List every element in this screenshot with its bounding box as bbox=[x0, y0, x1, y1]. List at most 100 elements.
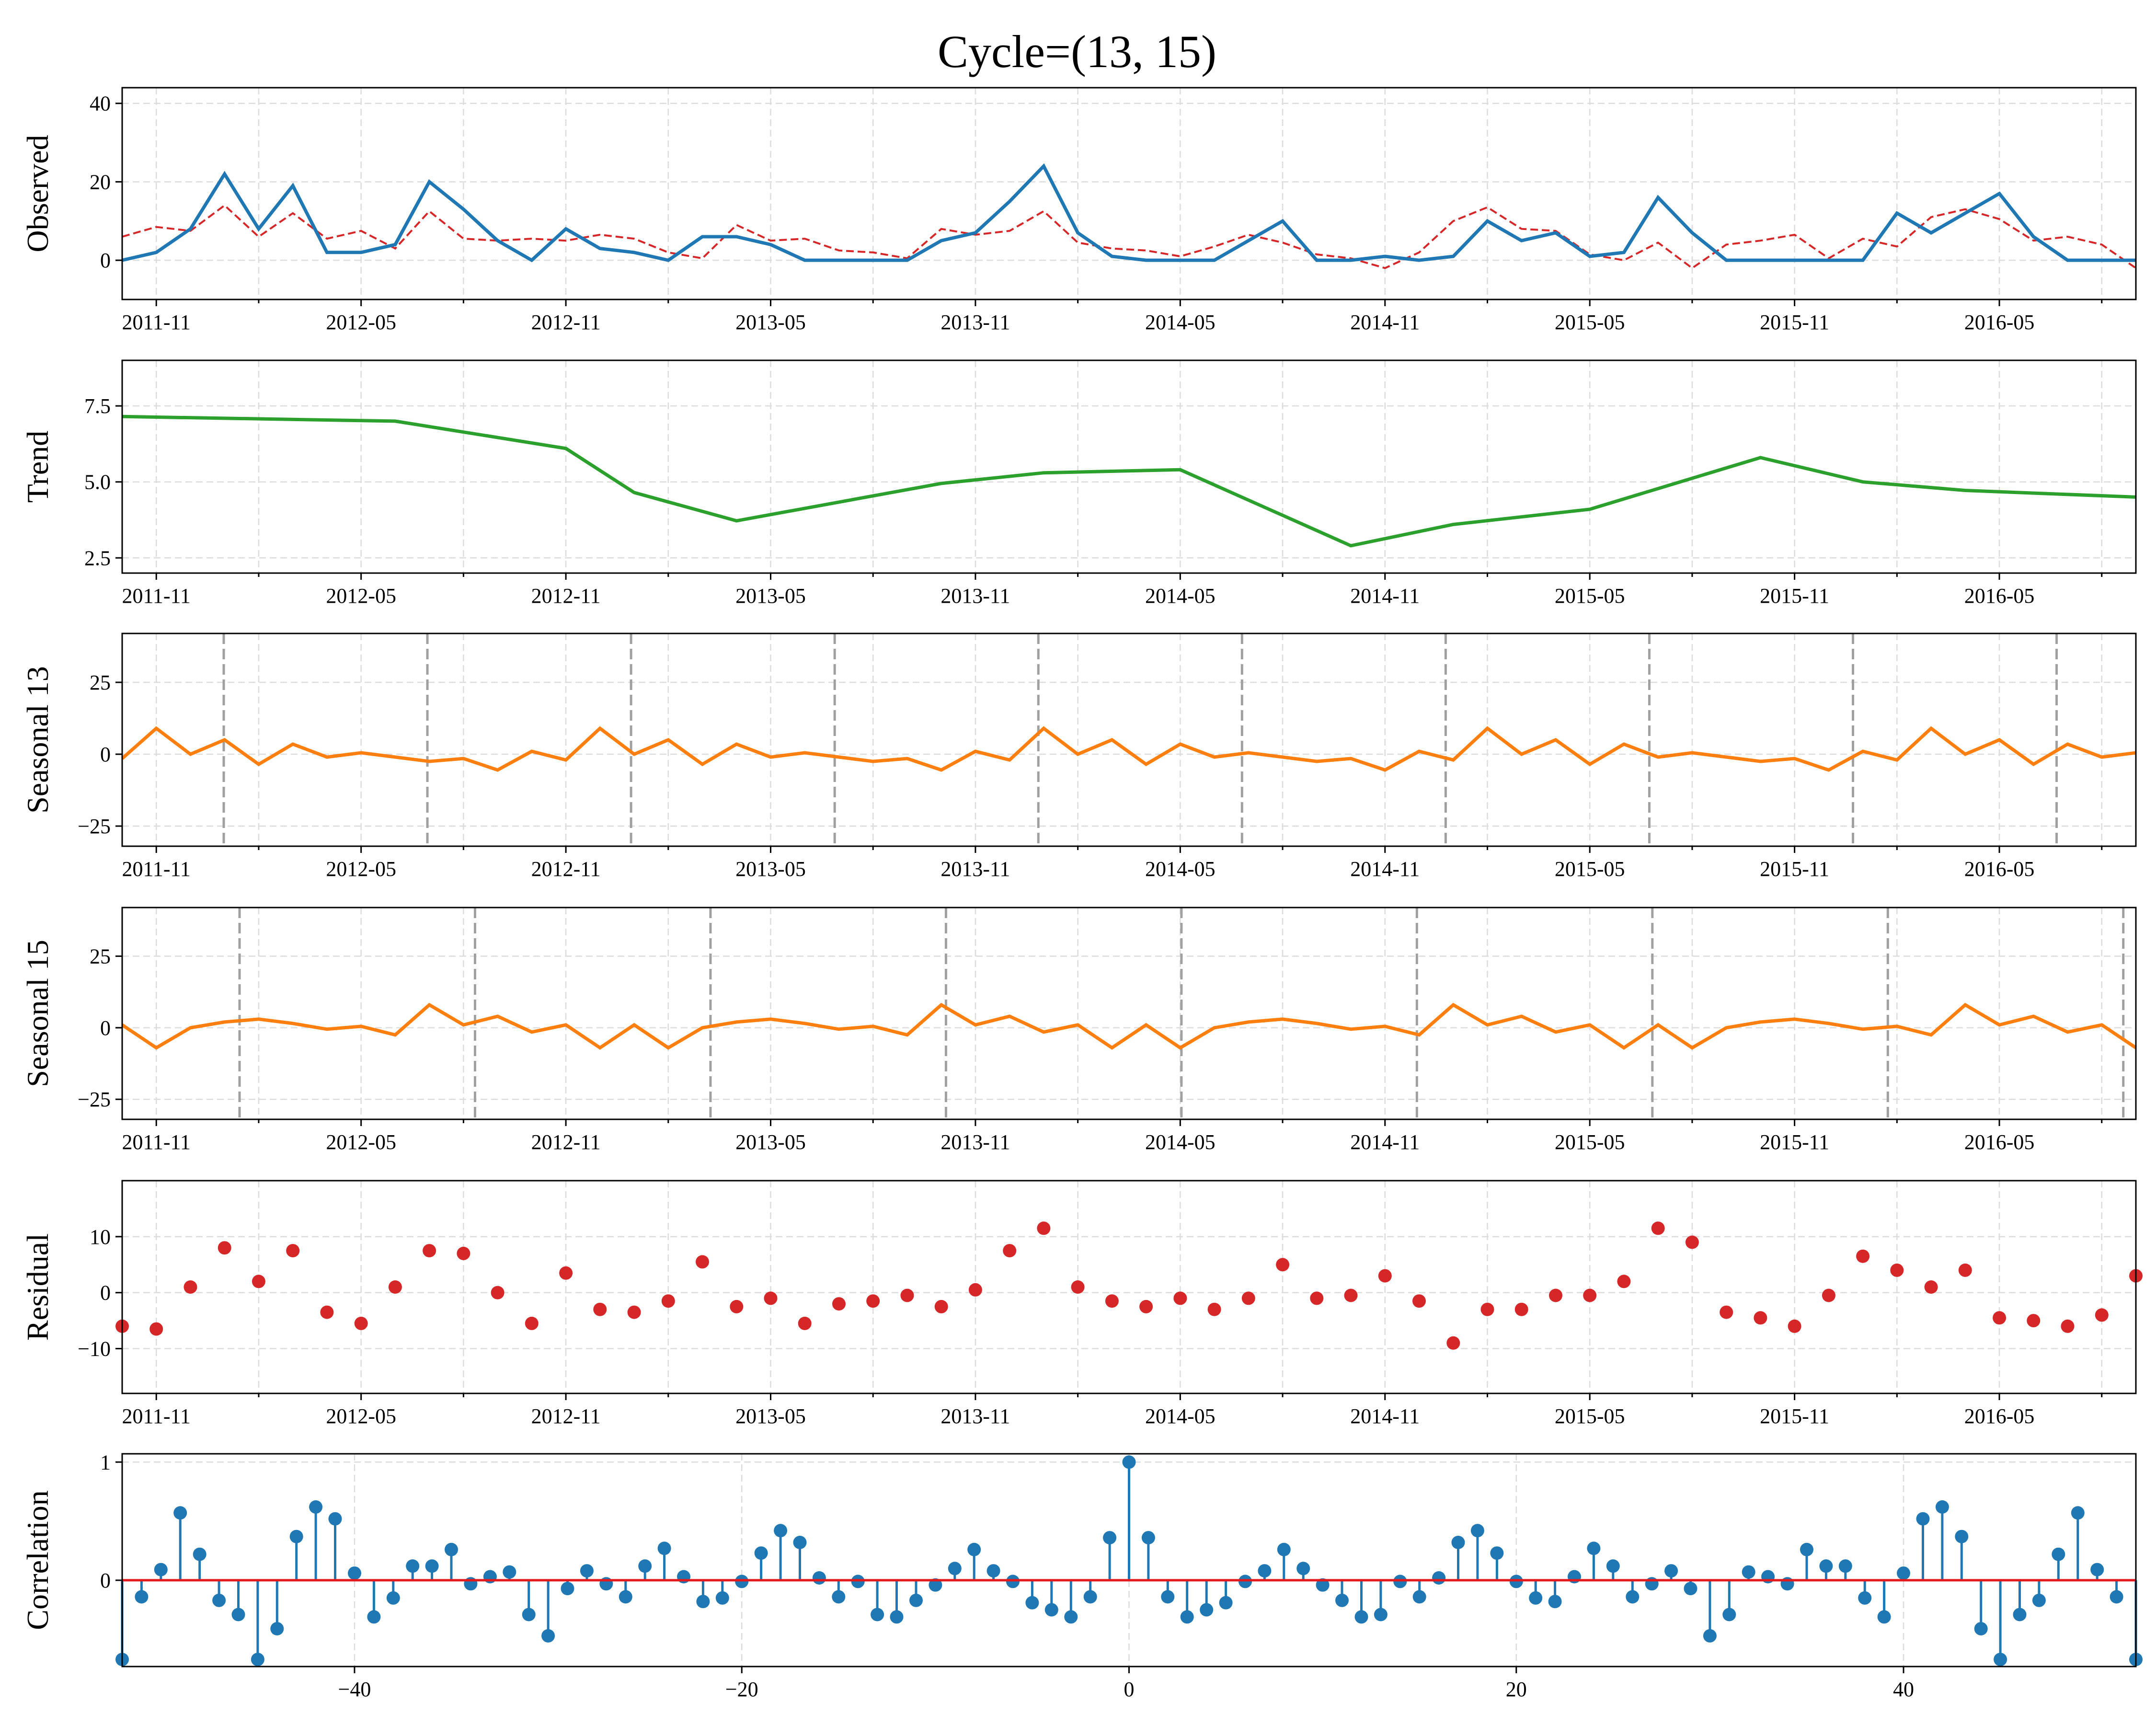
residual-point bbox=[1241, 1291, 1255, 1305]
panel-trend: 2011-11 2012-05 2012-11 2013-05 2013-11 2014-… bbox=[21, 359, 2137, 608]
x-tick-label: 2013-05 bbox=[735, 584, 806, 608]
panel-residual: 2011-11 2012-05 2012-11 2013-05 2013-11 2014-… bbox=[21, 1180, 2143, 1428]
x-tick-label: 2015-05 bbox=[1555, 857, 1625, 881]
y-tick-label: 0 bbox=[100, 249, 111, 272]
residual-point bbox=[730, 1300, 744, 1313]
x-tick-label: 2015-11 bbox=[1760, 584, 1829, 608]
residual-point bbox=[1344, 1288, 1358, 1302]
x-tick-label: 2013-05 bbox=[735, 310, 806, 334]
y-tick-label: 25 bbox=[90, 671, 111, 694]
stem-marker bbox=[580, 1564, 594, 1578]
stem-marker bbox=[1664, 1564, 1678, 1578]
stem-marker bbox=[929, 1578, 942, 1592]
plot-area bbox=[121, 908, 2137, 1119]
residual-point bbox=[968, 1283, 982, 1297]
residual-point bbox=[1583, 1288, 1597, 1302]
y-axis-label: Observed bbox=[21, 135, 55, 252]
stem-marker bbox=[2052, 1547, 2065, 1561]
stem-marker bbox=[445, 1542, 458, 1556]
residual-point bbox=[1617, 1275, 1631, 1288]
x-tick-label: 2014-05 bbox=[1145, 584, 1216, 608]
x-tick-label: 2016-05 bbox=[1964, 584, 2035, 608]
stem-marker bbox=[657, 1541, 671, 1555]
residual-point bbox=[1856, 1249, 1870, 1263]
grid bbox=[122, 908, 2136, 1119]
residual-point bbox=[661, 1294, 675, 1308]
stem-marker bbox=[1916, 1512, 1930, 1526]
residual-point bbox=[354, 1316, 368, 1330]
residual-point bbox=[593, 1302, 607, 1316]
y-tick-label: 0 bbox=[100, 743, 111, 766]
grid bbox=[122, 633, 2136, 846]
stem-marker bbox=[251, 1653, 264, 1667]
stem-marker bbox=[619, 1590, 632, 1604]
stem-marker bbox=[1200, 1603, 1214, 1617]
stem-marker bbox=[541, 1629, 555, 1643]
stem-marker bbox=[774, 1524, 788, 1538]
stem-marker bbox=[1897, 1566, 1910, 1580]
stem-marker bbox=[289, 1530, 303, 1543]
residual-point bbox=[1514, 1302, 1528, 1316]
x-tick-label: 2011-11 bbox=[122, 310, 191, 334]
x-tick-label: 2013-11 bbox=[940, 1404, 1010, 1428]
stem-marker bbox=[1374, 1608, 1388, 1622]
stem-marker bbox=[1044, 1603, 1058, 1617]
stem-marker bbox=[231, 1608, 245, 1622]
x-tick-label: 2014-11 bbox=[1350, 584, 1420, 608]
residual-point bbox=[866, 1294, 880, 1308]
stem-marker bbox=[1800, 1542, 1813, 1556]
stem-marker bbox=[1412, 1590, 1426, 1604]
stem-marker bbox=[812, 1571, 826, 1585]
x-tick-label: 2011-11 bbox=[122, 1130, 191, 1154]
stem-marker bbox=[1025, 1596, 1039, 1610]
x-tick-label: 2012-11 bbox=[531, 1404, 601, 1428]
x-tick-label: 2011-11 bbox=[122, 1404, 191, 1428]
stem-marker bbox=[715, 1591, 729, 1605]
residual-point bbox=[1276, 1258, 1290, 1272]
stem-marker bbox=[1858, 1591, 1872, 1605]
x-tick-label: 2012-11 bbox=[531, 584, 601, 608]
stem-marker bbox=[193, 1547, 206, 1561]
x-tick-label: 2015-05 bbox=[1555, 1404, 1625, 1428]
residual-point bbox=[1139, 1300, 1153, 1313]
stem-marker bbox=[696, 1595, 710, 1609]
x-tick-label: 2011-11 bbox=[122, 584, 191, 608]
residual-point bbox=[149, 1322, 163, 1336]
residual-point bbox=[1924, 1280, 1938, 1294]
stem-marker bbox=[1354, 1610, 1368, 1624]
residual-point bbox=[1446, 1336, 1460, 1350]
stem-marker bbox=[1451, 1536, 1465, 1549]
stem-marker bbox=[173, 1506, 187, 1520]
residual-point bbox=[1207, 1302, 1221, 1316]
residual-point bbox=[1105, 1294, 1119, 1308]
stem-marker bbox=[1703, 1629, 1717, 1643]
residual-point bbox=[286, 1244, 300, 1258]
residual-point bbox=[900, 1288, 914, 1302]
stem-marker bbox=[2032, 1593, 2046, 1607]
stem-marker bbox=[1587, 1541, 1601, 1555]
x-tick-label: 2016-05 bbox=[1964, 857, 2035, 881]
residual-point bbox=[423, 1244, 436, 1258]
residual-point bbox=[457, 1246, 470, 1260]
residual-point bbox=[934, 1300, 948, 1313]
x-tick-label: 2014-05 bbox=[1145, 1404, 1216, 1428]
figure-title: Cycle=(13, 15) bbox=[938, 26, 1216, 77]
y-tick-label: 0 bbox=[100, 1569, 111, 1592]
x-tick-label: 2014-11 bbox=[1350, 857, 1420, 881]
x-tick-label: 2015-05 bbox=[1555, 310, 1625, 334]
x-tick-label: 2015-11 bbox=[1760, 1404, 1829, 1428]
y-tick-label: 1 bbox=[100, 1450, 111, 1474]
y-tick-label: −25 bbox=[78, 1088, 111, 1111]
residual-point bbox=[1549, 1288, 1562, 1302]
stem-marker bbox=[1219, 1596, 1233, 1610]
x-tick-label: 2012-05 bbox=[326, 310, 396, 334]
x-tick-label: 2015-05 bbox=[1555, 584, 1625, 608]
residual-point bbox=[1822, 1288, 1835, 1302]
x-tick-label: 2013-05 bbox=[735, 857, 806, 881]
x-tick-label: 2012-05 bbox=[326, 1404, 396, 1428]
residual-point bbox=[320, 1305, 334, 1319]
y-axis-label: Correlation bbox=[21, 1490, 55, 1630]
x-tick-label: 2013-05 bbox=[735, 1130, 806, 1154]
seasonal-line bbox=[121, 726, 2136, 772]
stem-marker bbox=[1470, 1524, 1484, 1538]
